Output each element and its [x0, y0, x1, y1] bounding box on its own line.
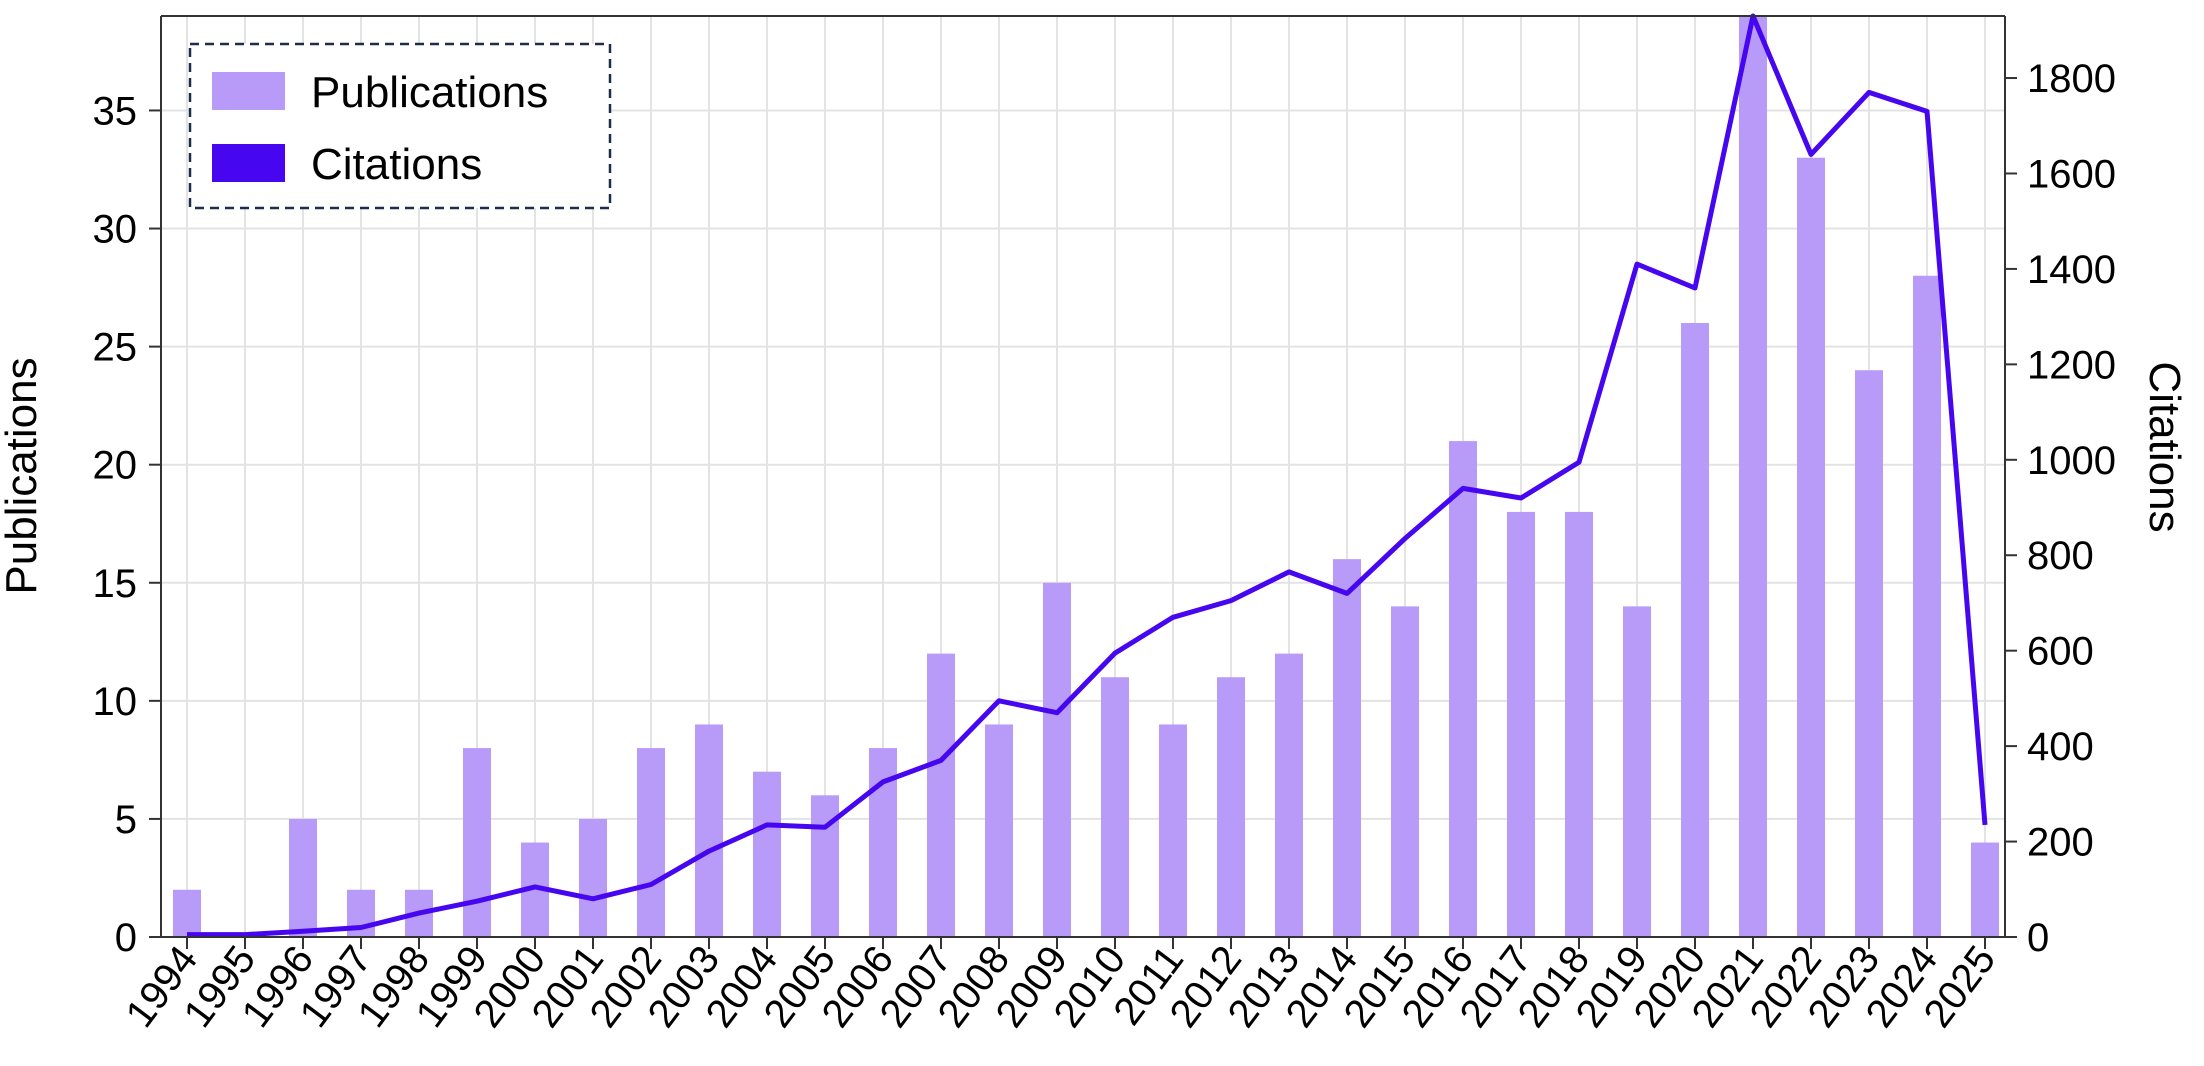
- publications-bar: [985, 724, 1013, 937]
- publications-bar: [1391, 606, 1419, 937]
- publications-bar: [1159, 724, 1187, 937]
- publications-bar: [289, 818, 317, 937]
- legend-label-publications: Publications: [311, 68, 548, 117]
- right-y-ticks: 0 200 400 600 800 1000 1200 1400 1600 1800: [2005, 57, 2116, 960]
- right-tick-label: 200: [2027, 821, 2094, 865]
- publications-bar: [1913, 275, 1941, 937]
- left-tick-label: 35: [93, 89, 138, 133]
- plot-frame: [160, 15, 2006, 938]
- publications-bar: [1855, 370, 1883, 937]
- publications-bar: [1623, 606, 1651, 937]
- right-tick-label: 800: [2027, 534, 2094, 578]
- left-tick-label: 10: [93, 680, 138, 724]
- right-tick-label: 0: [2027, 916, 2049, 960]
- publications-bar: [695, 724, 723, 937]
- right-tick-label: 1200: [2027, 343, 2116, 387]
- publications-bar: [753, 771, 781, 937]
- publications-bar: [1739, 16, 1767, 937]
- publications-bar: [1971, 842, 1999, 937]
- left-tick-label: 25: [93, 326, 138, 370]
- right-tick-label: 400: [2027, 725, 2094, 769]
- publications-bar: [1565, 511, 1593, 937]
- publications-bar: [1449, 441, 1477, 937]
- publications-bar: [637, 748, 665, 937]
- publications-bar: [1217, 677, 1245, 937]
- left-tick-label: 0: [115, 916, 137, 960]
- left-tick-label: 20: [93, 444, 138, 488]
- y-axis-title-right: Citations: [2140, 361, 2189, 532]
- publications-bar: [1507, 511, 1535, 937]
- citations-line: [187, 13, 1988, 938]
- publications-bar: [1797, 157, 1825, 937]
- left-tick-label: 15: [93, 562, 138, 606]
- legend-swatch-citations: [212, 144, 285, 182]
- left-tick-label: 30: [93, 208, 138, 252]
- legend: Publications Citations: [188, 42, 612, 210]
- legend-label-citations: Citations: [311, 140, 482, 189]
- publications-bar: [1275, 653, 1303, 937]
- publications-bar: [1333, 559, 1361, 937]
- publications-bar: [579, 818, 607, 937]
- right-tick-label: 1000: [2027, 439, 2116, 483]
- legend-swatch-publications: [212, 72, 285, 110]
- publications-bars: [173, 16, 1999, 937]
- right-tick-label: 1400: [2027, 248, 2116, 292]
- publications-bar: [1681, 323, 1709, 937]
- publications-bar: [927, 653, 955, 937]
- left-y-ticks: 0 5 10 15 20 25 30 35: [93, 89, 161, 960]
- right-tick-label: 600: [2027, 630, 2094, 674]
- publications-bar: [173, 889, 201, 937]
- right-tick-label: 1800: [2027, 57, 2116, 101]
- right-tick-label: 1600: [2027, 152, 2116, 196]
- publications-bar: [1043, 582, 1071, 937]
- publications-bar: [463, 748, 491, 937]
- left-tick-label: 5: [115, 798, 137, 842]
- publications-bar: [1101, 677, 1129, 937]
- y-axis-title-left: Publications: [0, 357, 46, 594]
